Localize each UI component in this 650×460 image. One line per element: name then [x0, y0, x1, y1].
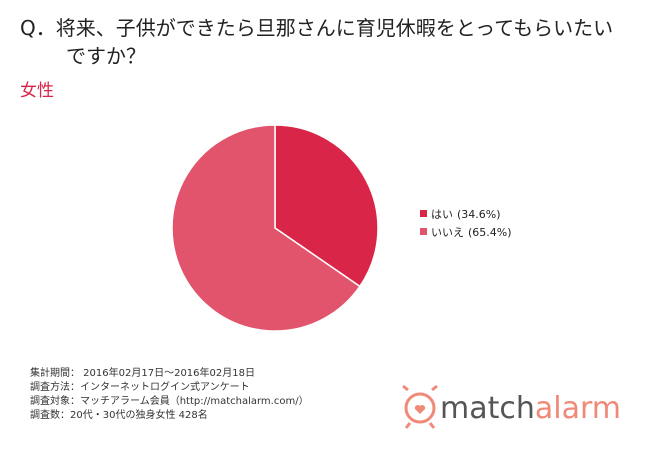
pie-slice — [274, 124, 379, 288]
logo-alarm: alarm — [535, 391, 621, 426]
logo-heart — [414, 405, 426, 414]
logo-match: match — [440, 391, 535, 426]
legend-swatch — [420, 228, 427, 235]
note: 調査対象：マッチアラーム会員（http://matchalarm.com/） — [30, 396, 309, 407]
legend-label: いいえ (65.4%) — [431, 226, 512, 239]
logo-text: matchalarm — [440, 391, 621, 426]
note: 集計期間： 2016年02月17日～2016年02月18日 — [30, 368, 255, 379]
legend-label: はい (34.6%) — [431, 208, 501, 221]
notes: 集計期間： 2016年02月17日～2016年02月18日 調査方法：インターネッ… — [30, 367, 309, 423]
logo-icon — [402, 384, 438, 429]
chart-subtitle: 女性 — [20, 81, 54, 101]
legend-name: はい — [431, 208, 453, 221]
pie-slice — [171, 124, 361, 332]
legend-name: いいえ — [431, 226, 464, 239]
chart-title: Q．将来、子供ができたら旦那さんに育児休暇をとってもらいたいですか？ — [20, 16, 614, 68]
legend-swatch — [420, 210, 427, 217]
legend-value: (34.6%) — [457, 208, 501, 221]
note: 調査方法：インターネットログイン式アンケート — [30, 382, 250, 393]
legend-value: (65.4%) — [468, 226, 512, 239]
note: 調査数：20代・30代の独身女性 428名 — [30, 410, 208, 421]
